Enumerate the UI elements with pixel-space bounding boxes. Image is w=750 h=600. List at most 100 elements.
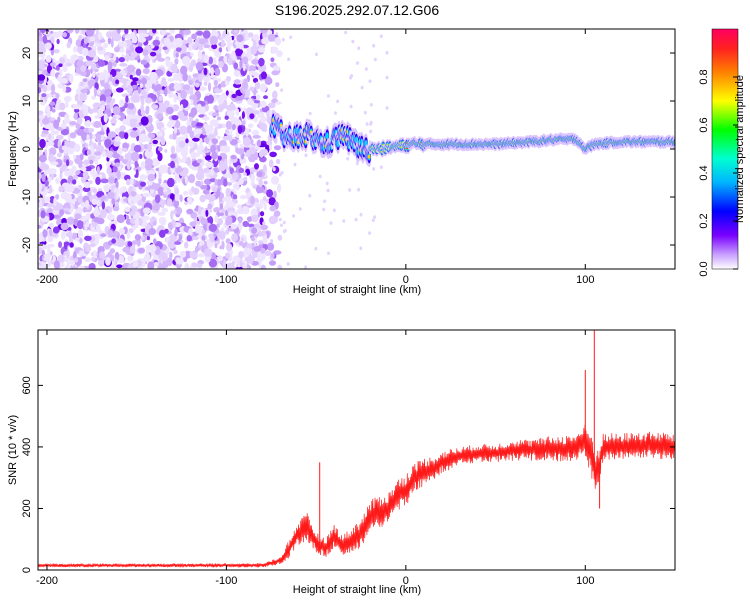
heatmap-cell	[152, 221, 157, 226]
heatmap-cell	[104, 73, 109, 83]
heatmap-cell	[308, 193, 312, 198]
heatmap-cell	[139, 174, 147, 181]
heatmap-cell	[247, 217, 251, 223]
heatmap-cell	[235, 266, 243, 269]
heatmap-cell	[207, 203, 213, 210]
heatmap-cell	[144, 97, 153, 104]
heatmap-cell	[72, 46, 78, 53]
heatmap-cell	[110, 38, 114, 48]
heatmap-cell	[84, 181, 91, 189]
heatmap-cell	[173, 199, 179, 209]
heatmap-cell	[126, 84, 134, 94]
heatmap-cell	[45, 42, 52, 50]
heatmap-cell	[314, 246, 318, 251]
heatmap-cell	[253, 245, 262, 252]
heatmap-cell	[258, 178, 263, 188]
heatmap-cell	[56, 134, 64, 141]
heatmap-cell	[86, 133, 90, 141]
heatmap-cell	[270, 239, 274, 244]
heatmap-cell	[195, 61, 204, 71]
spectrogram-x-tick-label: 100	[576, 274, 594, 286]
heatmap-cell	[41, 173, 46, 182]
heatmap-cell	[256, 139, 262, 147]
heatmap-cell	[180, 29, 185, 36]
heatmap-cell	[159, 217, 163, 222]
heatmap-cell	[218, 83, 222, 89]
heatmap-cell	[53, 119, 60, 129]
heatmap-cell	[217, 255, 223, 262]
spectrogram-y-tick-label: -10	[21, 189, 33, 205]
heatmap-cell	[225, 120, 232, 130]
heatmap-cell	[125, 215, 130, 220]
heatmap-cell	[218, 230, 226, 240]
heatmap-cell	[182, 84, 191, 91]
heatmap-cell	[141, 185, 146, 192]
heatmap-cell	[49, 184, 53, 194]
heatmap-cell	[260, 71, 267, 80]
heatmap-cell	[196, 158, 203, 164]
heatmap-cell	[236, 34, 244, 43]
heatmap-cell	[149, 71, 158, 80]
colorbar-tick-label: 0.6	[698, 117, 710, 132]
heatmap-cell	[115, 192, 120, 200]
heatmap-cell	[371, 218, 375, 223]
heatmap-cell	[74, 201, 79, 210]
heatmap-cell	[46, 109, 51, 118]
spectrogram-x-ticks: -200 -100 0 100	[36, 29, 594, 286]
heatmap-cell	[238, 217, 243, 224]
heatmap-cell	[49, 153, 54, 163]
heatmap-cell	[182, 72, 188, 82]
heatmap-cell	[258, 47, 266, 53]
heatmap-cell	[110, 118, 117, 124]
heatmap-cell	[225, 201, 235, 208]
heatmap-cell	[148, 133, 156, 139]
heatmap-cell	[74, 143, 81, 153]
heatmap-cell	[53, 260, 60, 269]
heatmap-cell	[108, 176, 115, 184]
heatmap-cell	[183, 29, 191, 36]
heatmap-cell	[213, 79, 218, 86]
heatmap-cell	[112, 153, 120, 159]
heatmap-cell	[225, 187, 231, 197]
heatmap-cell	[93, 142, 97, 150]
heatmap-cell	[93, 207, 100, 218]
heatmap-cell	[87, 192, 92, 197]
heatmap-cell	[233, 79, 241, 84]
snr-x-tick-label: -200	[36, 575, 58, 587]
heatmap-cell	[85, 120, 91, 128]
heatmap-cell	[135, 46, 144, 54]
snr-y-tick-label: 600	[21, 376, 33, 394]
heatmap-cell	[97, 46, 104, 51]
heatmap-cell	[250, 195, 255, 205]
heatmap-cell	[170, 210, 174, 220]
heatmap-cell	[369, 129, 373, 134]
heatmap-cell	[141, 33, 150, 38]
heatmap-cell	[275, 158, 281, 165]
heatmap-cell	[249, 259, 254, 264]
heatmap-cell	[368, 231, 372, 235]
heatmap-cell	[177, 156, 181, 164]
heatmap-cell	[86, 29, 95, 37]
heatmap-cell	[44, 179, 49, 187]
heatmap-cell	[127, 195, 133, 205]
heatmap-cell	[173, 249, 178, 255]
heatmap-cell	[175, 47, 182, 52]
heatmap-cell	[184, 262, 190, 269]
heatmap-cell	[97, 31, 103, 40]
heatmap-cell	[92, 188, 98, 193]
heatmap-cell	[186, 235, 192, 242]
heatmap-cell	[151, 157, 161, 167]
heatmap-cell	[251, 214, 259, 223]
heatmap-cell	[196, 122, 204, 127]
spectrogram-y-tick-label: 20	[21, 47, 33, 59]
heatmap-cell	[76, 117, 83, 125]
heatmap-cell	[115, 87, 124, 93]
heatmap-cell	[252, 105, 257, 111]
heatmap-cell	[57, 83, 63, 89]
heatmap-cell	[190, 59, 197, 67]
heatmap-cell	[211, 186, 218, 193]
heatmap-cell	[222, 173, 230, 178]
heatmap-cell	[173, 126, 178, 134]
snr-x-tick-label: 100	[576, 575, 594, 587]
